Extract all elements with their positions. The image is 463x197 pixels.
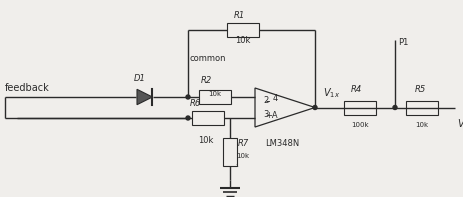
Bar	[344, 100, 376, 114]
Text: +A: +A	[265, 111, 278, 120]
Text: $V_{ref}$: $V_{ref}$	[457, 117, 463, 131]
Polygon shape	[255, 88, 315, 127]
Bar	[223, 138, 237, 166]
Text: R1: R1	[233, 11, 244, 20]
Text: P1: P1	[398, 37, 408, 46]
Text: 3: 3	[263, 110, 269, 119]
Text: 100k: 100k	[351, 122, 369, 127]
Text: 10k: 10k	[236, 153, 249, 159]
Text: D1: D1	[134, 74, 146, 83]
Text: R7: R7	[238, 139, 249, 149]
Circle shape	[186, 116, 190, 120]
Text: ₁: ₁	[236, 162, 239, 168]
Text: R2: R2	[201, 76, 212, 85]
Circle shape	[186, 95, 190, 99]
Circle shape	[393, 106, 397, 110]
Text: LM348N: LM348N	[265, 139, 299, 148]
Text: R5: R5	[414, 85, 425, 94]
Text: -: -	[265, 95, 269, 108]
Polygon shape	[137, 89, 152, 105]
Text: 4: 4	[272, 94, 278, 103]
Text: R4: R4	[350, 85, 362, 94]
Bar	[406, 100, 438, 114]
Bar	[192, 111, 224, 125]
Text: 10k: 10k	[208, 91, 222, 97]
Text: R6: R6	[190, 99, 201, 108]
Bar	[199, 90, 231, 104]
Text: common: common	[190, 54, 226, 62]
Circle shape	[313, 106, 317, 110]
Text: 10k: 10k	[235, 35, 250, 45]
Bar	[227, 23, 259, 37]
Text: feedback: feedback	[5, 83, 50, 93]
Text: 10k: 10k	[415, 122, 429, 127]
Text: 2: 2	[263, 96, 268, 105]
Text: 10k: 10k	[198, 136, 214, 145]
Text: $V_{1x}$: $V_{1x}$	[323, 86, 340, 99]
